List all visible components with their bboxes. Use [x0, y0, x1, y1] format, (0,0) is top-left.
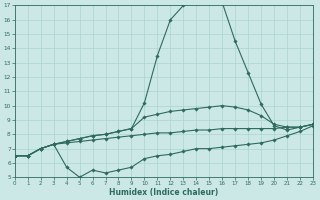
X-axis label: Humidex (Indice chaleur): Humidex (Indice chaleur)	[109, 188, 219, 197]
